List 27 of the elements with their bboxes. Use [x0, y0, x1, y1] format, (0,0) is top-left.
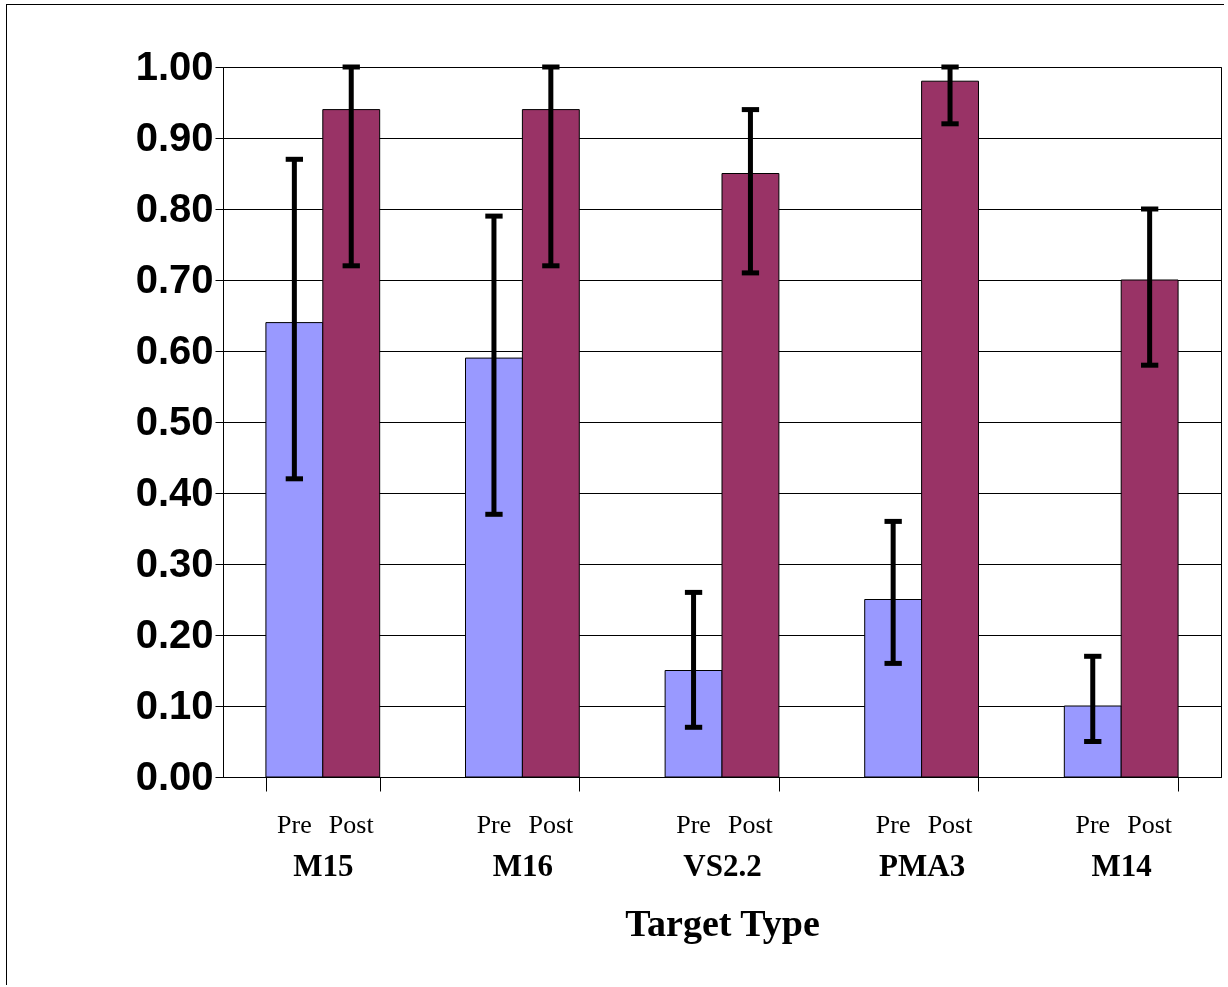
y-tick-label: 0.40: [135, 469, 214, 514]
y-tick-label: 0.20: [135, 611, 214, 656]
series-label: Pre: [277, 810, 312, 839]
text: Post: [927, 810, 973, 839]
x-axis-title: Target Type: [625, 901, 820, 944]
y-tick-label: 0.80: [135, 185, 214, 230]
x-tick-label: PMA3: [879, 847, 966, 883]
y-tick-label: 0.70: [135, 256, 214, 301]
x-tick-label: VS2.2: [683, 847, 762, 883]
series-label: Post: [328, 810, 375, 839]
y-tick-label: 0.10: [135, 682, 214, 727]
x-tick-label: M16: [492, 847, 554, 883]
x-tick-label: M14: [1091, 847, 1152, 883]
text: Pre: [875, 810, 911, 839]
y-tick-label: 1.00: [135, 43, 214, 88]
y-tick-label: 0.50: [135, 398, 214, 443]
text: Post: [728, 810, 773, 839]
y-tick-label: 0.30: [135, 540, 214, 585]
x-tick-label: M15: [293, 847, 354, 883]
text: Post: [1127, 810, 1173, 839]
y-tick-label: 0.00: [135, 753, 214, 798]
y-tick-label: 0.90: [135, 114, 214, 159]
text: Pre: [476, 810, 512, 839]
text: Post: [528, 810, 574, 839]
text: Pre: [676, 810, 711, 839]
text: Pre: [1075, 810, 1111, 839]
y-tick-label: 0.60: [135, 327, 214, 372]
